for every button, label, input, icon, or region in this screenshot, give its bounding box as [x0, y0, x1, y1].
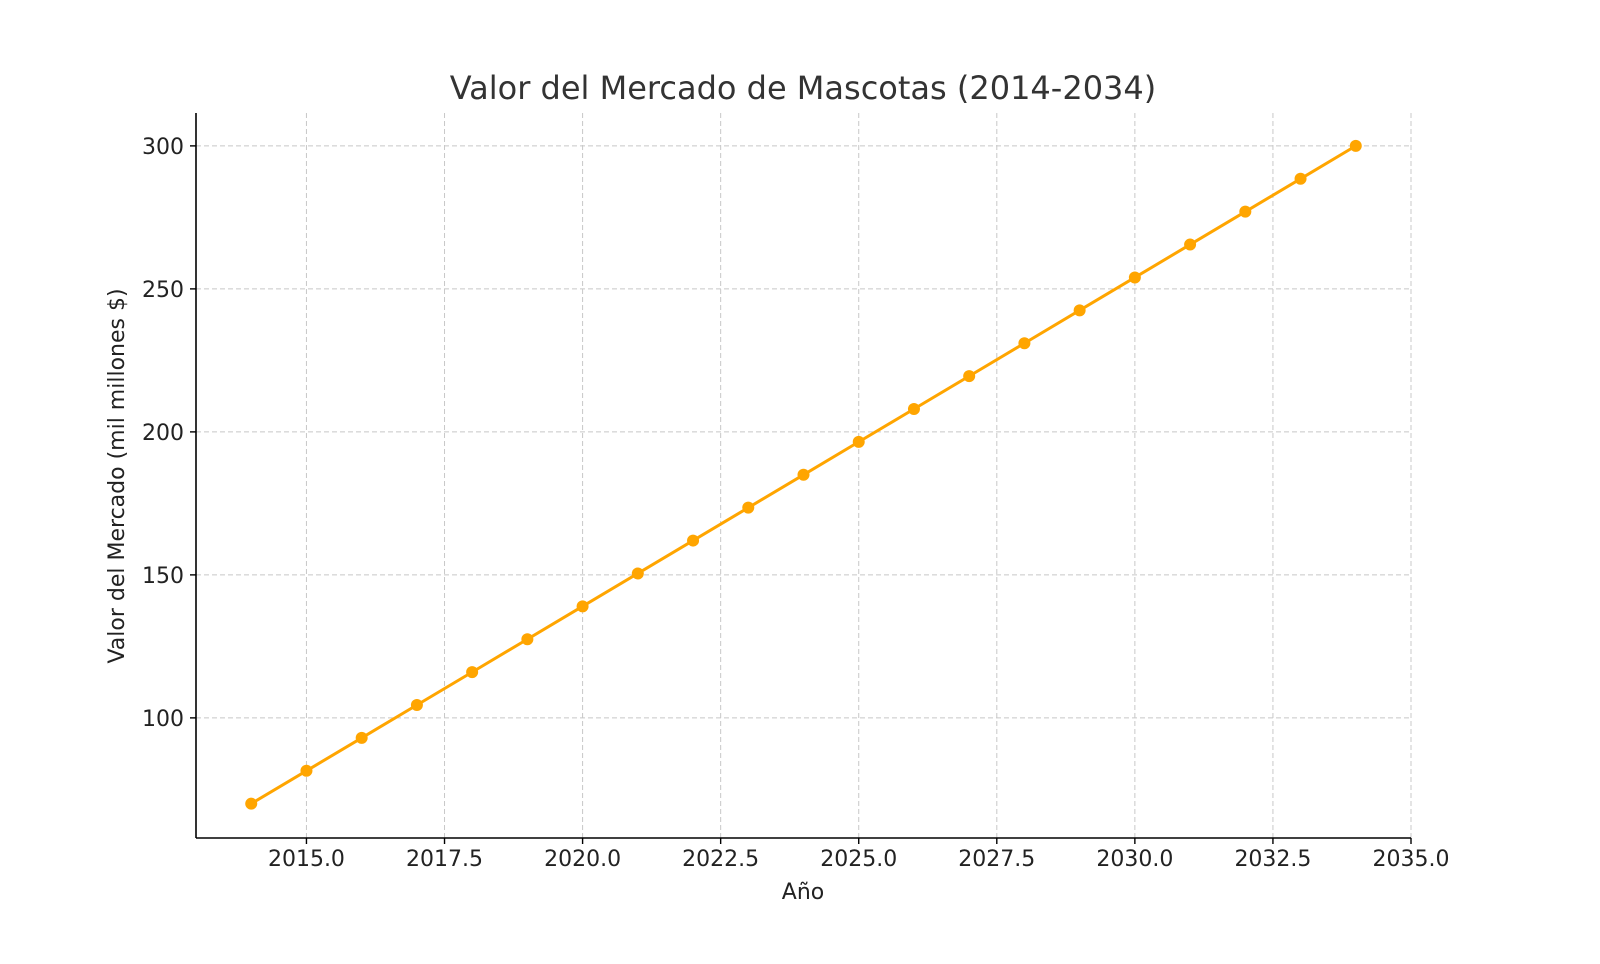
x-tick-label: 2030.0 [1096, 847, 1173, 872]
data-point [521, 633, 534, 646]
x-tick-label: 2035.0 [1373, 847, 1450, 872]
data-point [687, 534, 700, 547]
x-tick-label: 2017.5 [406, 847, 483, 872]
data-point [300, 764, 313, 777]
data-point [1018, 337, 1031, 350]
y-tick-label: 200 [142, 421, 184, 446]
data-point [576, 600, 589, 613]
data-point [466, 666, 479, 679]
x-tick-label: 2025.0 [820, 847, 897, 872]
y-tick-label: 250 [142, 278, 184, 303]
data-point [963, 370, 976, 383]
y-tick-label: 150 [142, 564, 184, 589]
data-point [1294, 172, 1307, 185]
data-point [1073, 304, 1086, 317]
data-point [410, 699, 423, 712]
x-tick-label: 2022.5 [682, 847, 759, 872]
y-tick-label: 100 [142, 707, 184, 732]
data-point [245, 797, 258, 810]
data-point [1349, 139, 1362, 152]
data-point [852, 435, 865, 448]
data-point [1239, 205, 1252, 218]
x-axis-label: Año [782, 880, 824, 905]
x-tick-label: 2020.0 [544, 847, 621, 872]
data-point [1128, 271, 1141, 284]
data-point [1184, 238, 1197, 251]
y-axis-label: Valor del Mercado (mil millones $) [105, 288, 130, 663]
data-point [742, 501, 755, 514]
series-line [245, 139, 1362, 810]
data-point [631, 567, 644, 580]
data-point [907, 403, 920, 416]
y-tick-label: 300 [142, 135, 184, 160]
x-tick-label: 2027.5 [958, 847, 1035, 872]
ticks: 2015.0 2017.5 2020.0 2022.5 2025.0 2027.5 2030… [142, 135, 1449, 872]
grid [196, 113, 1412, 838]
chart-title: Valor del Mercado de Mascotas (2014-2034… [450, 69, 1157, 107]
x-tick-label: 2032.5 [1234, 847, 1311, 872]
data-point [797, 468, 810, 481]
x-tick-label: 2015.0 [268, 847, 345, 872]
data-point [355, 731, 368, 744]
